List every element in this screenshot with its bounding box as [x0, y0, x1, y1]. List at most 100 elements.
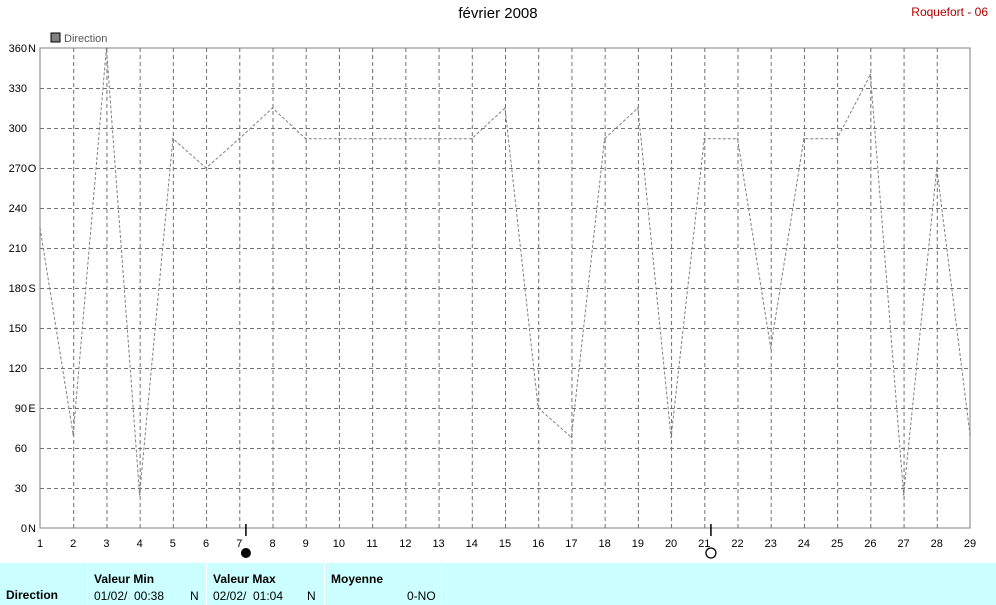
data-point — [72, 433, 75, 436]
y-tick-label: 360 — [9, 43, 27, 55]
series-line-direction — [39, 47, 971, 495]
data-point — [138, 493, 141, 496]
data-point — [570, 436, 573, 439]
y-tick-label: 330 — [9, 83, 27, 95]
x-tick-label: 11 — [366, 538, 377, 550]
data-point — [470, 137, 473, 140]
stats-row-label-cell: Direction — [0, 563, 87, 605]
data-point — [935, 167, 938, 169]
stats-divider — [324, 563, 325, 605]
y-tick-label: 300 — [9, 123, 27, 135]
y-tick-label: 210 — [9, 243, 27, 255]
data-point — [603, 137, 606, 140]
new-moon-icon — [240, 548, 251, 558]
x-tick-label: 22 — [731, 538, 743, 550]
legend-swatch — [50, 32, 61, 43]
stats-min-direction: N — [190, 589, 199, 603]
x-tick-label: 14 — [466, 538, 478, 550]
data-point — [371, 137, 373, 140]
x-tick-label: 18 — [599, 538, 611, 550]
x-tick-label: 6 — [203, 538, 209, 550]
chart-title: février 2008 — [458, 5, 538, 22]
y-tick-label: 180 — [9, 283, 27, 295]
stats-row-label: Direction — [6, 588, 59, 602]
data-point — [437, 137, 440, 140]
data-point — [404, 137, 407, 140]
y-tick-label: 270 — [9, 163, 27, 175]
y-direction-label: S — [28, 283, 35, 295]
data-point — [304, 137, 307, 140]
full-moon-icon — [705, 547, 717, 559]
data-point — [670, 436, 672, 439]
stats-min-time: 00:38 — [134, 589, 165, 603]
stats-divider — [206, 563, 207, 605]
stats-max-time: 01:04 — [253, 589, 284, 603]
x-tick-label: 3 — [103, 538, 109, 550]
y-direction-label: E — [28, 403, 35, 415]
data-point — [39, 227, 41, 229]
data-point — [969, 433, 971, 436]
x-tick-label: 1 — [37, 538, 43, 550]
y-tick-label: 30 — [15, 483, 27, 495]
data-point — [803, 137, 805, 140]
x-tick-label: 16 — [532, 538, 544, 550]
direction-chart: 1 2 3 4 5 6 7 8 9 10 11 12 13 14 15 16 17 18 19 20 21 22 23 24 2… — [9, 32, 976, 559]
x-tick-label: 17 — [565, 538, 577, 550]
y-tick-label: 120 — [9, 363, 27, 375]
x-tick-label: 25 — [831, 538, 843, 550]
x-tick-label: 28 — [931, 538, 943, 550]
y-direction-label: N — [28, 43, 36, 55]
stats-min-cell: Valeur Min 01/02/ 00:38 N — [88, 563, 206, 605]
y-direction-label: O — [28, 163, 37, 175]
x-tick-label: 13 — [432, 538, 444, 550]
y-tick-label: 60 — [15, 443, 27, 455]
x-tick-label: 21 — [698, 538, 710, 550]
stats-divider — [441, 563, 442, 605]
x-tick-label: 8 — [269, 538, 275, 550]
stats-mean-value: 0-NO — [407, 589, 436, 603]
data-point — [537, 407, 540, 409]
data-point — [504, 107, 506, 109]
data-point — [703, 137, 706, 140]
x-tick-label: 26 — [864, 538, 876, 550]
data-point — [105, 47, 108, 49]
data-point — [205, 167, 207, 169]
x-tick-label: 27 — [897, 538, 909, 550]
x-tick-label: 24 — [798, 538, 810, 550]
stats-max-cell: Valeur Max 02/02/ 01:04 N — [207, 563, 324, 605]
x-tick-label: 9 — [303, 538, 309, 550]
stats-divider — [87, 563, 88, 605]
y-tick-label: 0 — [21, 523, 27, 535]
data-point — [869, 73, 872, 76]
x-tick-label: 5 — [170, 538, 176, 550]
stats-footer: Direction Valeur Min 01/02/ 00:38 N Vale… — [0, 563, 996, 605]
y-tick-label: 150 — [9, 323, 27, 335]
data-point — [172, 137, 174, 140]
x-tick-label: 19 — [632, 538, 644, 550]
x-tick-label: 15 — [499, 538, 511, 550]
data-point — [637, 107, 639, 109]
stats-max-direction: N — [307, 589, 316, 603]
data-point — [238, 137, 241, 140]
data-point — [736, 137, 739, 140]
y-tick-label: 90 — [15, 403, 27, 415]
data-point — [769, 347, 772, 349]
stats-max-header: Valeur Max — [213, 572, 276, 586]
x-tick-label: 20 — [665, 538, 677, 550]
data-point — [338, 137, 340, 140]
x-tick-label: 2 — [70, 538, 76, 550]
data-point — [902, 493, 905, 496]
y-direction-label: N — [28, 523, 36, 535]
x-tick-label: 29 — [964, 538, 976, 550]
stats-min-header: Valeur Min — [94, 572, 155, 586]
data-point — [271, 107, 274, 109]
stats-max-date: 02/02/ — [213, 589, 247, 603]
data-point — [836, 137, 838, 140]
x-tick-label: 23 — [765, 538, 777, 550]
x-tick-label: 4 — [137, 538, 143, 550]
legend-label: Direction — [64, 33, 107, 45]
x-tick-label: 12 — [399, 538, 411, 550]
y-tick-label: 240 — [9, 203, 27, 215]
stats-mean-header: Moyenne — [331, 572, 384, 586]
x-tick-label: 7 — [236, 538, 242, 550]
